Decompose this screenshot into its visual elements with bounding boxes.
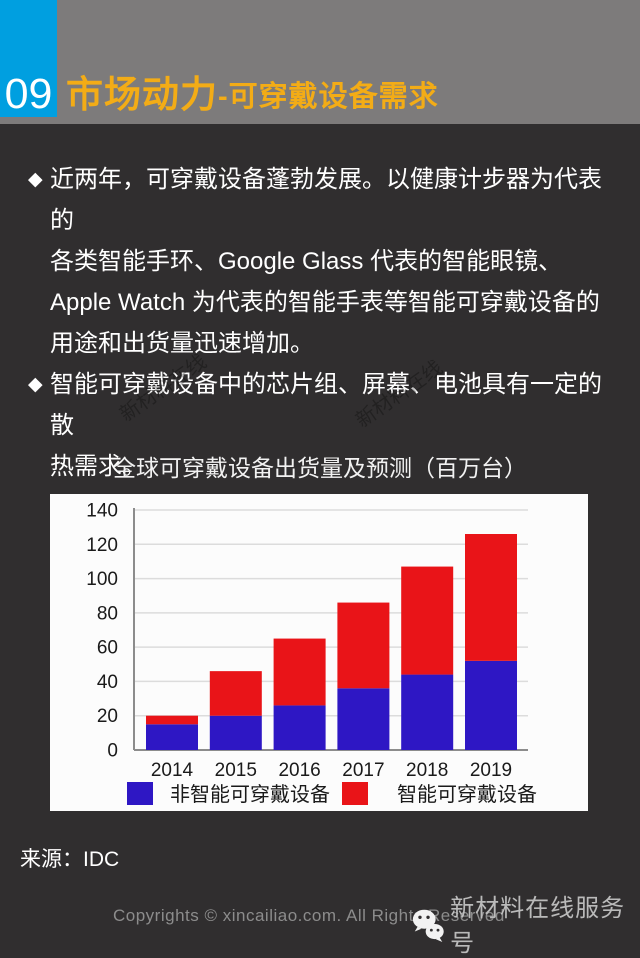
svg-text:智能可穿戴设备: 智能可穿戴设备	[397, 783, 537, 806]
page-title-main: 市场动力	[66, 74, 218, 115]
svg-text:2016: 2016	[278, 760, 320, 781]
svg-text:80: 80	[97, 603, 118, 624]
wechat-icon	[412, 909, 444, 942]
page-number-box: 09	[0, 0, 57, 117]
svg-text:非智能可穿戴设备: 非智能可穿戴设备	[170, 783, 330, 806]
svg-text:40: 40	[97, 672, 118, 693]
svg-text:0: 0	[107, 741, 118, 762]
svg-text:60: 60	[97, 638, 118, 659]
header-band: 09 市场动力 -可穿戴设备需求	[0, 0, 640, 124]
wearables-stacked-bar-chart: 0 20 40 60 80 100 120 140 2014 2015 2016 2017 2018 20…	[86, 501, 537, 807]
svg-text:2019: 2019	[470, 760, 512, 781]
svg-text:2015: 2015	[215, 760, 257, 781]
diamond-bullet-icon: ◆	[28, 169, 43, 190]
page-title-sub: -可穿戴设备需求	[218, 81, 439, 113]
page-number: 09	[4, 70, 53, 118]
wechat-account-name: 新材料在线服务号	[450, 895, 626, 957]
source-label: 来源：IDC	[20, 848, 120, 871]
svg-text:2018: 2018	[406, 760, 448, 781]
svg-text:2017: 2017	[342, 760, 384, 781]
page-title: 市场动力 -可穿戴设备需求	[66, 0, 640, 117]
diamond-bullet-icon: ◆	[28, 374, 43, 395]
svg-text:20: 20	[97, 706, 118, 727]
chart-title: 全球可穿戴设备出货量及预测（百万台）	[113, 455, 527, 481]
list-item: ◆ 智能可穿戴设备中的芯片组、屏幕、电池具有一定的散 热需求。	[28, 364, 620, 487]
list-item: ◆ 近两年，可穿戴设备蓬勃发展。以健康计步器为代表的 各类智能手环、Google…	[28, 159, 620, 364]
svg-text:100: 100	[86, 569, 118, 590]
svg-text:140: 140	[86, 501, 118, 522]
copyright-text: Copyrights © xincailiao.com. All Rights …	[113, 906, 505, 925]
svg-text:2014: 2014	[151, 760, 194, 781]
bullet-text: 智能可穿戴设备中的芯片组、屏幕、电池具有一定的散 热需求。	[50, 371, 602, 480]
chart-panel: 0 20 40 60 80 100 120 140 2014 2015 2016 2017 2018 20…	[50, 494, 588, 811]
bullet-list: ◆ 近两年，可穿戴设备蓬勃发展。以健康计步器为代表的 各类智能手环、Google…	[28, 159, 620, 487]
wechat-watermark: 新材料在线服务号	[410, 888, 640, 958]
bullet-text: 近两年，可穿戴设备蓬勃发展。以健康计步器为代表的 各类智能手环、Google G…	[50, 166, 602, 357]
svg-text:120: 120	[86, 535, 118, 556]
